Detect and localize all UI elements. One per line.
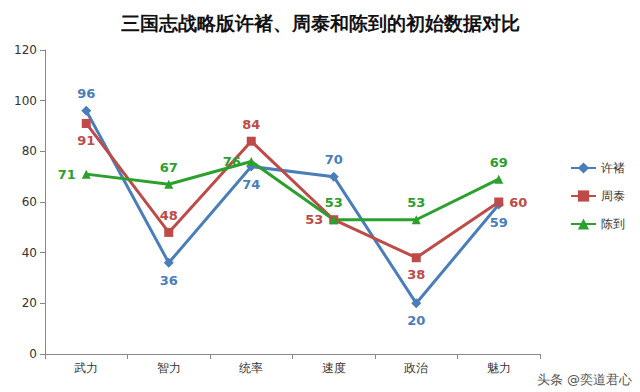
svg-text:20: 20 [407,313,425,328]
svg-text:100: 100 [14,94,37,108]
svg-text:59: 59 [490,215,508,230]
svg-text:53: 53 [407,195,425,210]
svg-text:71: 71 [58,167,76,182]
svg-text:91: 91 [77,133,95,148]
svg-text:53: 53 [325,195,343,210]
svg-text:许褚: 许褚 [601,161,625,175]
svg-text:周泰: 周泰 [601,189,625,203]
svg-text:120: 120 [14,43,37,57]
svg-text:智力: 智力 [157,361,181,375]
svg-text:统率: 统率 [239,361,263,375]
svg-text:38: 38 [407,267,425,282]
svg-text:武力: 武力 [74,361,98,375]
svg-text:陈到: 陈到 [601,217,625,231]
svg-text:76: 76 [223,154,241,169]
svg-text:67: 67 [160,160,178,175]
svg-text:84: 84 [242,117,260,132]
svg-text:53: 53 [305,212,323,227]
svg-text:头条 @奕道君心: 头条 @奕道君心 [537,372,632,387]
svg-text:74: 74 [242,177,260,192]
svg-text:96: 96 [77,86,95,101]
svg-text:69: 69 [490,155,508,170]
svg-text:48: 48 [160,208,178,223]
svg-text:80: 80 [22,144,37,158]
svg-text:70: 70 [325,152,343,167]
svg-text:0: 0 [29,347,37,361]
svg-text:魅力: 魅力 [487,361,511,375]
svg-text:36: 36 [160,273,178,288]
svg-text:60: 60 [22,195,37,209]
svg-text:速度: 速度 [322,361,346,375]
svg-text:40: 40 [22,246,37,260]
svg-text:三国志战略版许褚、周泰和陈到的初始数据对比: 三国志战略版许褚、周泰和陈到的初始数据对比 [121,12,520,34]
svg-text:60: 60 [509,195,527,210]
svg-text:20: 20 [22,296,37,310]
svg-text:政治: 政治 [404,361,428,375]
